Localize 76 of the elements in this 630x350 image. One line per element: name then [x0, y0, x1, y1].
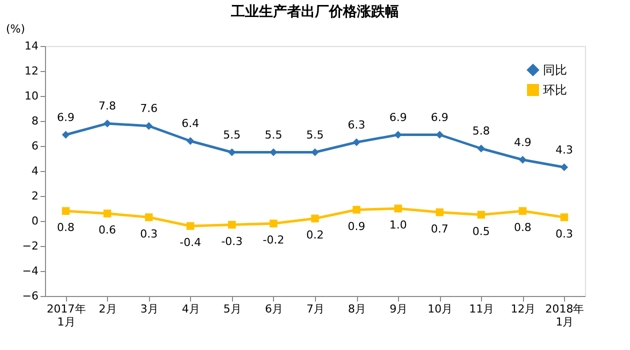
point: [186, 222, 194, 230]
data-label: 5.8: [472, 124, 490, 138]
x-tick-label: 3月: [140, 302, 158, 316]
data-label: 0.3: [555, 227, 573, 240]
y-axis-title: (%): [6, 22, 26, 36]
point: [62, 130, 70, 139]
point: [186, 137, 194, 145]
x-tick-label: 4月: [182, 302, 200, 316]
y-tick-label: 12: [24, 64, 38, 78]
data-label: 5.5: [264, 128, 282, 142]
data-label: 0.2: [306, 228, 324, 242]
point: [560, 213, 568, 222]
data-label: 0.8: [57, 221, 75, 234]
y-tick-label: −6: [22, 290, 38, 302]
x-tick-label: 9月: [390, 302, 408, 316]
y-tick-label: 4: [32, 164, 38, 178]
point: [436, 208, 444, 216]
data-label: 0.3: [140, 227, 158, 240]
data-label: 0.7: [430, 222, 448, 236]
data-label: 6.9: [57, 110, 75, 124]
point: [477, 144, 486, 152]
data-label: 0.8: [514, 221, 532, 234]
y-tick-label: −2: [22, 240, 38, 252]
x-tick-label: 6月: [264, 302, 283, 316]
data-label: 1.0: [389, 218, 407, 232]
data-label: 6.4: [182, 117, 200, 130]
x-tick-label: 5月: [223, 302, 242, 316]
data-label: -0.3: [221, 234, 243, 248]
data-label: 0.9: [348, 220, 366, 233]
point: [103, 120, 112, 128]
x-tick-label: 2017年 1月: [46, 302, 86, 328]
legend-label: 环比: [543, 83, 567, 97]
point: [352, 138, 360, 146]
data-label: 6.9: [389, 110, 407, 124]
point: [518, 156, 527, 164]
point: [311, 214, 319, 222]
point: [518, 207, 527, 215]
data-label: 5.5: [306, 128, 324, 142]
y-tick-label: 0: [32, 214, 38, 228]
point: [144, 213, 153, 222]
data-label: 4.3: [555, 143, 573, 156]
y-tick-label: −4: [22, 264, 38, 278]
x-tick-label: 2月: [98, 302, 117, 316]
point: [62, 207, 70, 215]
data-label: 6.9: [430, 110, 448, 124]
point: [270, 220, 278, 228]
y-tick-label: 10: [24, 90, 38, 102]
x-tick-label: 12月: [510, 302, 536, 316]
point: [311, 148, 319, 156]
y-tick-label: 6: [32, 140, 38, 152]
y-tick-label: 14: [24, 40, 38, 52]
y-tick-label: 8: [32, 114, 38, 128]
point: [477, 210, 486, 219]
x-tick-label: 11月: [469, 302, 494, 316]
x-tick-label: 10月: [428, 302, 453, 316]
point: [560, 163, 568, 172]
data-label: 4.9: [514, 136, 532, 149]
point: [394, 204, 402, 212]
x-tick-label: 2018年 1月: [545, 302, 584, 328]
point: [352, 206, 360, 214]
data-label: 7.8: [98, 100, 116, 112]
data-label: 0.5: [472, 224, 490, 238]
point: [228, 220, 236, 229]
data-label: 6.3: [348, 118, 366, 132]
point: [103, 210, 112, 218]
x-tick-label: 8月: [348, 302, 366, 316]
x-tick-label: 7月: [306, 302, 324, 316]
data-label: 7.6: [140, 102, 158, 115]
data-label: 0.6: [98, 224, 116, 236]
data-label: -0.4: [180, 236, 202, 249]
chart-title: 工业生产者出厂价格涨跌幅: [230, 3, 399, 20]
data-label: -0.2: [262, 234, 284, 246]
legend-label: 同比: [543, 63, 567, 77]
point: [394, 130, 402, 139]
data-label: 5.5: [223, 128, 241, 142]
y-tick-label: 2: [32, 190, 38, 202]
